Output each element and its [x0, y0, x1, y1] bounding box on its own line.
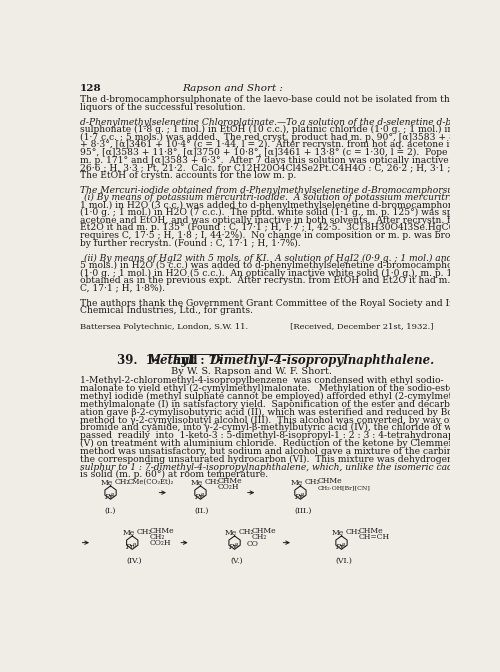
Text: sulphur to 1 : 7-dimethyl-4-isopropylnaphthalene, which, unlike the isomeric cad: sulphur to 1 : 7-dimethyl-4-isopropylnap…	[80, 462, 480, 472]
Text: Me: Me	[190, 479, 202, 487]
Text: CH₂: CH₂	[346, 528, 362, 536]
Text: CH₂·OH[Br][CN]: CH₂·OH[Br][CN]	[318, 485, 370, 490]
Text: (II.): (II.)	[194, 507, 208, 515]
Text: By W. S. Rapson and W. F. Short.: By W. S. Rapson and W. F. Short.	[171, 367, 332, 376]
Text: requires C, 17·5 ; H, 1·8 ; I, 44·2%).  No change in composition or m. p. was br: requires C, 17·5 ; H, 1·8 ; I, 44·2%). N…	[80, 231, 500, 240]
Text: Pr: Pr	[335, 542, 344, 550]
Text: 5 mols.) in H2O (5 c.c.) was added to d-phenylmethylselenetine d-bromocamphorsul: 5 mols.) in H2O (5 c.c.) was added to d-…	[80, 261, 500, 270]
Text: Dimethyl-4-isopropylnaphthalene.: Dimethyl-4-isopropylnaphthalene.	[210, 354, 435, 367]
Text: CMe(CO₂Et)₂: CMe(CO₂Et)₂	[128, 478, 174, 486]
Text: β: β	[300, 493, 304, 498]
Text: CH₂: CH₂	[239, 528, 254, 536]
Text: 128: 128	[80, 85, 101, 93]
Text: C, 17·1 ; H, 1·8%).: C, 17·1 ; H, 1·8%).	[80, 284, 164, 293]
Text: (1·0 g. ; 1 mol.) in H2O (7 c.c.).  The pptd. white solid (1·1 g., m. p. 125°) w: (1·0 g. ; 1 mol.) in H2O (7 c.c.). The p…	[80, 208, 500, 217]
Text: The authors thank the Government Grant Committee of the Royal Society and Imperi: The authors thank the Government Grant C…	[80, 299, 484, 308]
Text: and: and	[170, 354, 202, 367]
Text: CH₂: CH₂	[252, 533, 267, 541]
Text: methyl iodide (methyl sulphate cannot be employed) afforded ethyl (2-cymylmethyl: methyl iodide (methyl sulphate cannot be…	[80, 392, 472, 401]
Text: 1 : 7-: 1 : 7-	[188, 354, 222, 367]
Text: CHMe: CHMe	[318, 477, 342, 485]
Text: CO₂H: CO₂H	[149, 539, 171, 547]
Text: Et2O it had m. p. 135° (Found : C, 17·1 ; H, 1·7 ; I, 42·5.  3C18H30O4I3Se.HgC6H: Et2O it had m. p. 135° (Found : C, 17·1 …	[80, 223, 500, 233]
Text: + 8·3°, [α]3461 + 10·4° (c = 1·44, l = 2).  After recrystn. from hot aq. acetone: + 8·3°, [α]3461 + 10·4° (c = 1·44, l = 2…	[80, 140, 499, 149]
Text: Me: Me	[332, 529, 344, 537]
Text: (III.): (III.)	[294, 507, 312, 515]
Text: Battersea Polytechnic, London, S.W. 11.                [Received, December 21st,: Battersea Polytechnic, London, S.W. 11. …	[80, 323, 433, 331]
Text: acetone and EtOH, and was optically inactive in both solvents.  After recrystn. : acetone and EtOH, and was optically inac…	[80, 216, 500, 225]
Text: Pr: Pr	[104, 493, 112, 501]
Text: obtained as in the previous expt.  After recrystn. from EtOH and Et2O it had m. : obtained as in the previous expt. After …	[80, 276, 500, 286]
Text: method was unsatisfactory, but sodium and alcohol gave a mixture of the carbinol: method was unsatisfactory, but sodium an…	[80, 447, 483, 456]
Text: passed  readily  into  1-keto-3 : 5-dimethyl-8-isopropyl-1 : 2 : 3 : 4-tetrahydr: passed readily into 1-keto-3 : 5-dimethy…	[80, 431, 494, 440]
Text: CO: CO	[247, 540, 258, 548]
Text: β: β	[235, 543, 238, 548]
Text: CH₂: CH₂	[149, 533, 164, 541]
Text: d-Phenylmethylselenetine Chloroplatinate.—To a solution of the d-selenetine d-br: d-Phenylmethylselenetine Chloroplatinate…	[80, 118, 500, 127]
Text: 39.  1-: 39. 1-	[117, 354, 158, 367]
Text: CO₂H: CO₂H	[218, 483, 239, 491]
Text: Me: Me	[122, 529, 134, 537]
Text: The Mercuri-iodide obtained from d-Phenylmethylselenetine d-Bromocamphorsulphona: The Mercuri-iodide obtained from d-Pheny…	[80, 185, 500, 195]
Text: β: β	[111, 493, 114, 498]
Text: CHMe: CHMe	[252, 527, 276, 535]
Text: (IV.): (IV.)	[126, 556, 142, 564]
Text: β: β	[132, 543, 136, 548]
Text: bromide and cyanide, into γ-2-cymyl-β-methylbutyric acid (IV), the chloride of w: bromide and cyanide, into γ-2-cymyl-β-me…	[80, 423, 471, 432]
Text: 95°, [α]3583 + 11·8°, [α]3750 + 10·8°, [α]3461 + 13·8° (c = 1·30, l = 2).  Pope : 95°, [α]3583 + 11·8°, [α]3750 + 10·8°, […	[80, 148, 500, 157]
Text: method to γ-2-cymylisobutyl alcohol (III).  This alcohol was converted, by way o: method to γ-2-cymylisobutyl alcohol (III…	[80, 415, 470, 425]
Text: CHMe: CHMe	[358, 527, 383, 535]
Text: Rapson and Short :: Rapson and Short :	[182, 85, 284, 93]
Text: CH₂: CH₂	[115, 478, 130, 486]
Text: CHMe: CHMe	[149, 527, 174, 535]
Text: (1·0 g. ; 1 mol.) in H2O (5 c.c.).  An optically inactive white solid (1·0 g.), : (1·0 g. ; 1 mol.) in H2O (5 c.c.). An op…	[80, 269, 492, 278]
Text: (ii) By means of HgI2 with 5 mols. of KI.  A solution of HgI2 (0·9 g. ; 1 mol.) : (ii) By means of HgI2 with 5 mols. of KI…	[84, 253, 500, 263]
Text: Pr: Pr	[126, 542, 134, 550]
Text: Chemical Industries, Ltd., for grants.: Chemical Industries, Ltd., for grants.	[80, 306, 252, 315]
Text: 1 mol.) in H2O (3 c.c.) was added to d-phenylmethylselenetine d-bromocamphorsulp: 1 mol.) in H2O (3 c.c.) was added to d-p…	[80, 201, 500, 210]
Text: (i) By means of potassium mercuritri-iodide.  A solution of potassium mercuritri: (i) By means of potassium mercuritri-iod…	[84, 193, 500, 202]
Text: the corresponding unsaturated hydrocarbon (VI).  This mixture was dehydrogenated: the corresponding unsaturated hydrocarbo…	[80, 455, 486, 464]
Text: CH₂: CH₂	[137, 528, 152, 536]
Text: (V) on treatment with aluminium chloride.  Reduction of the ketone by Clemmensen: (V) on treatment with aluminium chloride…	[80, 439, 477, 448]
Text: is solid (m. p. 60°) at room temperature.: is solid (m. p. 60°) at room temperature…	[80, 470, 268, 480]
Text: Methyl: Methyl	[147, 354, 192, 367]
Text: malonate to yield ethyl (2-cymylmethyl)malonate.   Methylation of the sodio-este: malonate to yield ethyl (2-cymylmethyl)m…	[80, 384, 481, 393]
Text: by further recrystn. (Found : C, 17·1 ; H, 1·7%).: by further recrystn. (Found : C, 17·1 ; …	[80, 239, 300, 247]
Text: liquors of the successful resolution.: liquors of the successful resolution.	[80, 103, 245, 112]
Text: m. p. 171° and [α]3583 + 6·3°.  After 7 days this solution was optically inactiv: m. p. 171° and [α]3583 + 6·3°. After 7 d…	[80, 155, 500, 165]
Text: (I.): (I.)	[104, 507, 116, 515]
Text: 26·6 ; H, 3·3 ; Pt, 21·2.  Calc. for C12H20O4Cl4Se2Pt.C4H4O : C, 26·2 ; H, 3·1 ;: 26·6 ; H, 3·3 ; Pt, 21·2. Calc. for C12H…	[80, 163, 500, 172]
Text: Me: Me	[100, 479, 112, 487]
Text: Pr: Pr	[294, 493, 302, 501]
Text: methylmalonate (I) in satisfactory yield.  Saponification of the ester and decar: methylmalonate (I) in satisfactory yield…	[80, 400, 471, 409]
Text: CH₂: CH₂	[205, 478, 220, 486]
Text: Pr: Pr	[228, 542, 236, 550]
Text: ation gave β-2-cymylisobutyric acid (II), which was esterified and reduced by Bo: ation gave β-2-cymylisobutyric acid (II)…	[80, 407, 494, 417]
Text: (1·7 c.c. ; 5 mols.) was added.  The red cryst. product had m. p. 90°, [α]3583 +: (1·7 c.c. ; 5 mols.) was added. The red …	[80, 133, 500, 142]
Text: The EtOH of crystn. accounts for the low m. p.: The EtOH of crystn. accounts for the low…	[80, 171, 296, 179]
Text: 1-Methyl-2-chloromethyl-4-isopropylbenzene  was condensed with ethyl sodio-: 1-Methyl-2-chloromethyl-4-isopropylbenze…	[80, 376, 443, 385]
Text: Pr: Pr	[194, 493, 202, 501]
Text: The d-bromocamphorsulphonate of the laevo-base could not be isolated from the mo: The d-bromocamphorsulphonate of the laev…	[80, 95, 494, 104]
Text: (VI.): (VI.)	[336, 556, 352, 564]
Text: Me: Me	[290, 479, 302, 487]
Text: Me: Me	[224, 529, 236, 537]
Text: β: β	[342, 543, 345, 548]
Text: (V.): (V.)	[230, 556, 242, 564]
Text: CHMe: CHMe	[218, 477, 242, 485]
Text: β: β	[200, 493, 204, 498]
Text: sulphonate (1·8 g. ; 1 mol.) in EtOH (10 c.c.), platinic chloride (1·0 g. ; 1 mo: sulphonate (1·8 g. ; 1 mol.) in EtOH (10…	[80, 125, 500, 134]
Text: CH₂: CH₂	[305, 478, 320, 486]
Text: CH=CH: CH=CH	[358, 533, 390, 541]
